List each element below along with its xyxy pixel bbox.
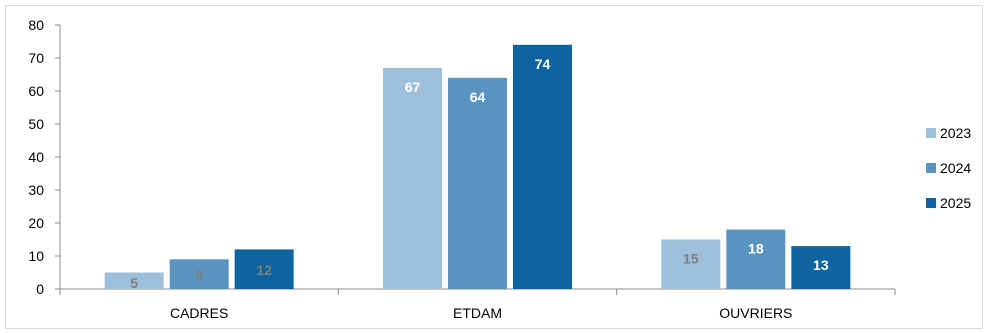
y-tick-label: 50	[28, 116, 44, 132]
legend-swatch	[926, 128, 936, 138]
bar-2023	[104, 272, 164, 289]
data-label: 15	[683, 251, 699, 267]
y-tick-label: 40	[28, 149, 44, 165]
data-label: 74	[535, 56, 551, 72]
legend-label: 2024	[940, 160, 971, 176]
y-tick-label: 20	[28, 215, 44, 231]
data-label: 9	[195, 267, 203, 283]
legend-label: 2025	[940, 195, 971, 211]
legend: 2023 2024 2025	[926, 125, 971, 211]
bar-2025	[513, 44, 572, 289]
bars	[104, 44, 851, 290]
x-category-label: ETDAM	[453, 305, 502, 321]
bar-2024	[448, 77, 507, 289]
data-labels: 5 67 15 9 64 18 12 74 13	[130, 56, 829, 291]
x-axis: CADRES ETDAM OUVRIERS	[59, 288, 896, 321]
legend-label: 2023	[940, 125, 971, 141]
y-axis: 0 10 20 30 40 50 60 70 80	[28, 17, 61, 297]
bar-2024	[726, 229, 786, 289]
bar-2024	[169, 259, 229, 289]
bar-2025	[791, 246, 851, 289]
x-category-label: CADRES	[170, 305, 228, 321]
data-label: 64	[470, 89, 486, 105]
bar-2025	[234, 249, 294, 289]
legend-swatch	[926, 163, 936, 173]
data-label: 67	[405, 79, 421, 95]
bar-2023	[661, 239, 721, 289]
y-tick-label: 0	[36, 281, 44, 297]
y-tick-label: 70	[28, 50, 44, 66]
y-tick-label: 10	[28, 248, 44, 264]
x-category-label: OUVRIERS	[719, 305, 792, 321]
data-label: 12	[256, 262, 272, 278]
data-label: 18	[748, 241, 764, 257]
data-label: 13	[813, 257, 829, 273]
y-tick-label: 30	[28, 182, 44, 198]
y-tick-label: 60	[28, 83, 44, 99]
bar-2023	[383, 67, 442, 290]
data-label: 5	[130, 275, 138, 291]
y-tick-label: 80	[28, 17, 44, 33]
legend-swatch	[926, 198, 936, 208]
